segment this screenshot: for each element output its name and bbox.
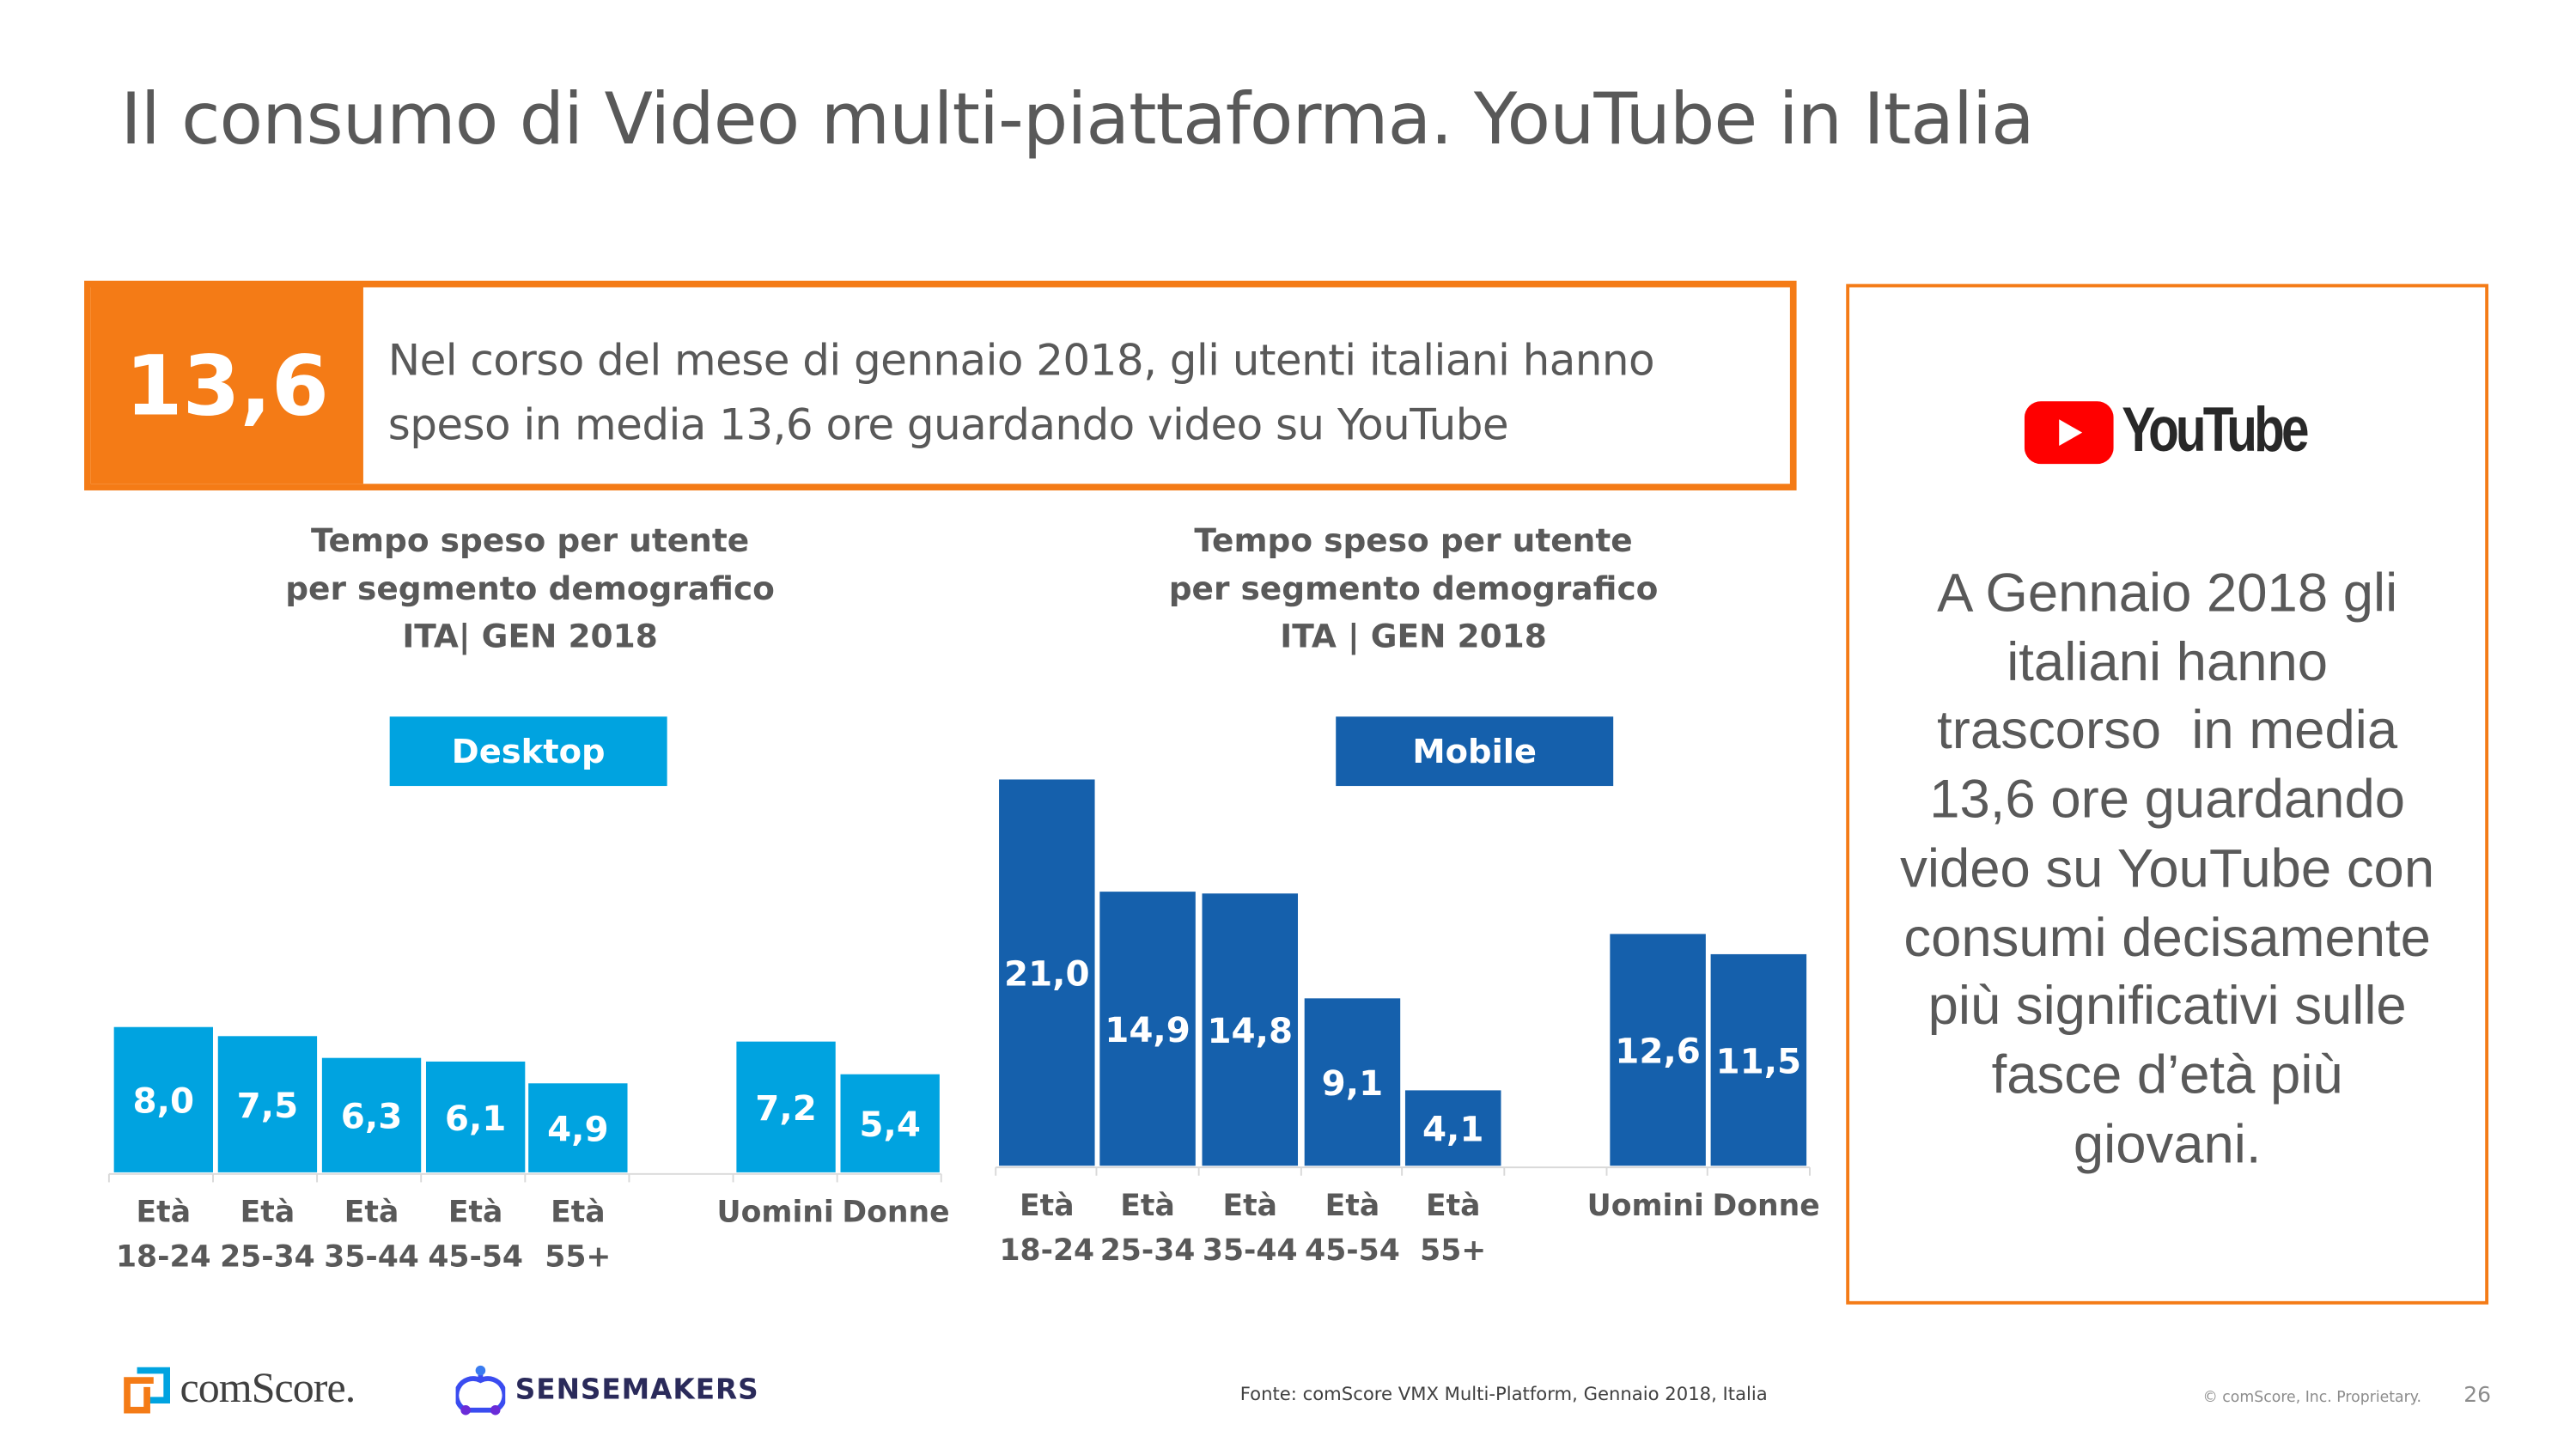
data-label: 14,9 [1105,1010,1191,1050]
category-label: Età [1020,1189,1075,1223]
title-line: per segmento demografico [1168,569,1659,608]
data-label: 12,6 [1615,1032,1701,1072]
data-label: 4,9 [547,1109,609,1149]
comscore-mark-icon [124,1367,171,1414]
bar [528,1083,628,1172]
summary-banner: 13,6 Nel corso del mese di gennaio 2018,… [84,280,1797,490]
title-line: ITA | GEN 2018 [1280,617,1547,656]
side-text-line: A Gennaio 2018 gli [1937,561,2398,623]
title-line: ITA| GEN 2018 [402,617,658,656]
data-label: 21,0 [1004,954,1090,995]
category-label: 35-44 [1203,1233,1298,1268]
summary-number: 13,6 [90,287,363,484]
bar [425,1061,526,1172]
bar [736,1041,836,1172]
category-label: Età [1222,1189,1277,1223]
data-label: 7,5 [237,1086,299,1126]
bar [999,779,1095,1166]
summary-text: Nel corso del mese di gennaio 2018, gli … [387,330,1655,459]
side-panel-text: A Gennaio 2018 gli italiani hanno trasco… [1866,558,2469,1178]
sensemakers-wordmark: SENSEMAKERS [515,1373,759,1407]
category-label: Età [448,1196,503,1230]
youtube-wordmark: YouTube [2122,396,2309,466]
comscore-logo: comScore. [120,1363,356,1414]
title-line: Tempo speso per utente [310,521,750,560]
data-label: 6,1 [445,1099,507,1139]
bar [1404,1090,1501,1166]
bar [1202,893,1299,1166]
category-label: Donne [1713,1189,1820,1223]
page-number: 26 [2463,1383,2492,1409]
side-text-line: 13,6 ore guardando [1929,768,2406,830]
side-text-line: giovani. [2073,1111,2262,1174]
category-label: Uomini [1587,1189,1704,1223]
bar [1099,892,1196,1166]
data-label: 4,1 [1422,1110,1484,1150]
youtube-play-icon [2024,400,2114,464]
sensemakers-logo: SENSEMAKERS [455,1364,759,1417]
bar [113,1026,213,1172]
data-label: 9,1 [1322,1063,1384,1104]
data-label: 11,5 [1716,1041,1802,1081]
category-label: 25-34 [1100,1233,1196,1268]
title-line: per segmento demografico [285,569,775,608]
mobile-chart-title: Tempo speso per utente per segmento demo… [1083,517,1744,661]
summary-line-2: speso in media 13,6 ore guardando video … [387,401,1509,451]
category-label: Età [1426,1189,1481,1223]
side-text-line: trascorso in media [1937,698,2398,761]
category-label: Età [1325,1189,1380,1223]
summary-line-1: Nel corso del mese di gennaio 2018, gli … [387,337,1655,387]
category-label: Età [1120,1189,1175,1223]
category-label: 25-34 [220,1239,315,1274]
data-label: 14,8 [1207,1011,1293,1051]
category-label: 55+ [1420,1233,1486,1268]
bar [217,1036,318,1172]
category-label: Età [344,1196,399,1230]
category-label: Donne [842,1196,949,1230]
comscore-wordmark: comScore. [180,1363,356,1412]
source-note: Fonte: comScore VMX Multi-Platform, Genn… [1239,1383,1768,1405]
side-text-line: consumi decisamente [1903,905,2431,967]
category-label: 18-24 [999,1233,1094,1268]
desktop-chart-title: Tempo speso per utente per segmento demo… [200,517,861,661]
side-text-line: fasce d’età più [1991,1043,2343,1105]
copyright: © comScore, Inc. Proprietary. [2202,1390,2422,1407]
page-title: Il consumo di Video multi-piattaforma. Y… [120,79,2034,162]
bar-charts: 8,0 Età 18-24 7,5 Età 25-34 6,3 Età 35-44 6,1 Età 4… [107,779,1820,1274]
category-label: 55+ [545,1239,611,1274]
data-label: 6,3 [341,1097,403,1137]
category-label: Età [551,1196,606,1230]
title-line: Tempo speso per utente [1194,521,1633,560]
data-label: 7,2 [755,1088,817,1129]
side-text-line: italiani hanno [2007,630,2329,691]
category-label: Età [137,1196,192,1230]
category-label: Età [241,1196,295,1230]
category-label: 45-54 [1305,1233,1400,1268]
data-label: 5,4 [859,1105,921,1145]
side-panel: YouTube A Gennaio 2018 gli italiani hann… [1846,283,2489,1305]
category-label: 35-44 [324,1239,419,1274]
category-label: Uomini [717,1196,834,1230]
data-label: 8,0 [133,1081,195,1122]
mobile-tag: Mobile [1336,716,1614,787]
youtube-logo: YouTube [2024,396,2352,467]
category-label: 18-24 [116,1239,211,1274]
category-label: 45-54 [428,1239,523,1274]
side-text-line: video su YouTube con [1900,837,2435,898]
bar [321,1057,422,1172]
bar [1304,998,1401,1166]
sensemakers-mark-icon [455,1365,506,1416]
bar [840,1074,940,1172]
bar [1610,934,1706,1166]
desktop-tag: Desktop [389,716,667,787]
side-text-line: più significativi sulle [1927,974,2407,1036]
bar [1710,953,1807,1166]
